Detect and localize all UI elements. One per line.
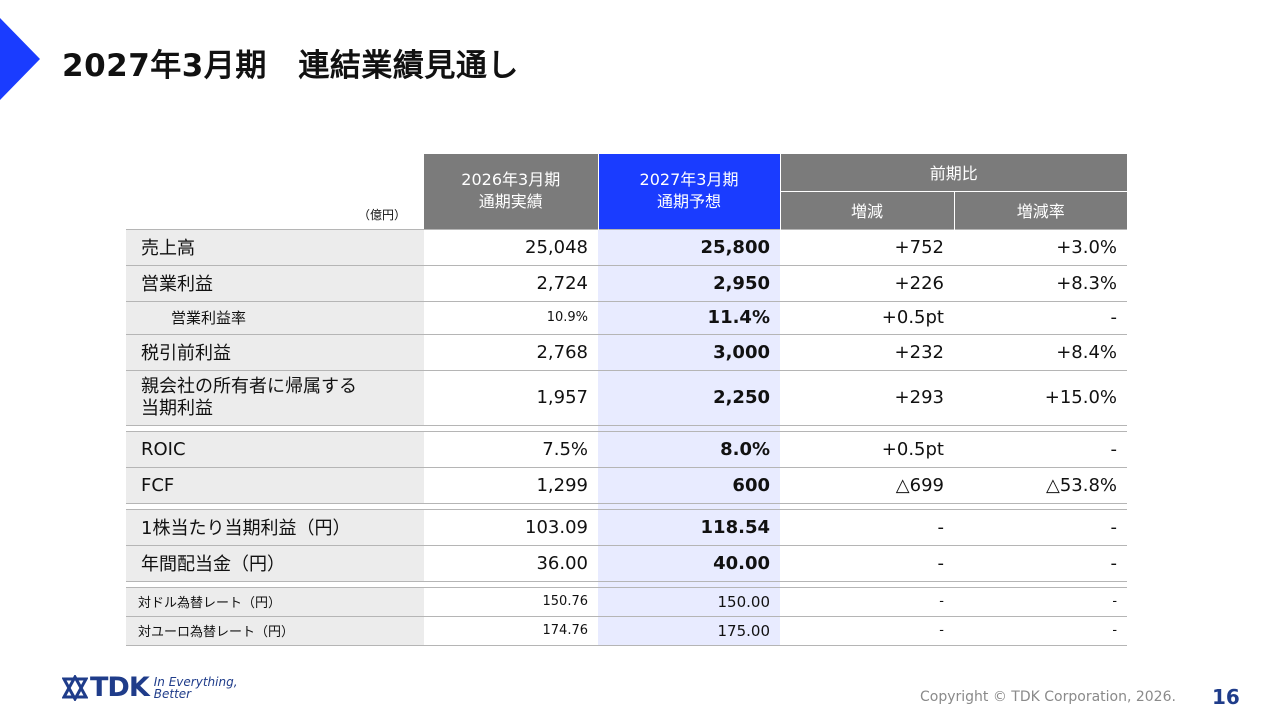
- row-label: FCF: [126, 467, 424, 504]
- row-label: 年間配当金（円）: [126, 545, 424, 582]
- change-rate-value: -: [954, 431, 1128, 468]
- row-label: 親会社の所有者に帰属する 当期利益: [126, 370, 424, 426]
- table-row: 営業利益率 10.9% 11.4% +0.5pt -: [126, 301, 1128, 335]
- logo-tagline-line1: In Everything,: [153, 674, 238, 689]
- forecast-value: 8.0%: [598, 431, 780, 468]
- prev-value: 150.76: [424, 587, 598, 617]
- forecast-value: 3,000: [598, 334, 780, 371]
- forecast-value: 40.00: [598, 545, 780, 582]
- change-value: +0.5pt: [780, 301, 954, 335]
- change-rate-value: △53.8%: [954, 467, 1128, 504]
- header-forecast: 2027年3月期 通期予想: [598, 154, 781, 229]
- forecast-value: 25,800: [598, 228, 780, 266]
- forecast-value: 118.54: [598, 509, 780, 546]
- forecast-value: 175.00: [598, 616, 780, 646]
- prev-value: 1,299: [424, 467, 598, 504]
- change-value: -: [780, 587, 954, 617]
- change-value: △699: [780, 467, 954, 504]
- forecast-value: 2,950: [598, 265, 780, 302]
- change-rate-value: -: [954, 616, 1128, 646]
- table-row: 対ユーロ為替レート（円） 174.76 175.00 - -: [126, 616, 1128, 646]
- row-label: ROIC: [126, 431, 424, 468]
- logo-wordmark: TDK: [90, 672, 150, 703]
- forecast-table: （億円） 2026年3月期 通期実績 2027年3月期 通期予想 前期比 増減 …: [126, 154, 1128, 646]
- table-row: 親会社の所有者に帰属する 当期利益 1,957 2,250 +293 +15.0…: [126, 370, 1128, 426]
- prev-value: 174.76: [424, 616, 598, 646]
- tdk-logo: TDK In Everything, Better: [62, 672, 238, 703]
- prev-value: 2,768: [424, 334, 598, 371]
- forecast-value: 150.00: [598, 587, 780, 617]
- header-prev-year-line2: 通期実績: [478, 192, 543, 212]
- forecast-value: 2,250: [598, 370, 780, 426]
- change-value: +0.5pt: [780, 431, 954, 468]
- header-prev-year: 2026年3月期 通期実績: [424, 154, 599, 229]
- change-value: +226: [780, 265, 954, 302]
- row-label: 対ユーロ為替レート（円）: [126, 616, 424, 646]
- change-value: -: [780, 509, 954, 546]
- table-row: 営業利益 2,724 2,950 +226 +8.3%: [126, 265, 1128, 302]
- row-label: 1株当たり当期利益（円）: [126, 509, 424, 546]
- header-forecast-line2: 通期予想: [656, 192, 721, 212]
- table-row: ROIC 7.5% 8.0% +0.5pt -: [126, 431, 1128, 468]
- header-prev-year-line1: 2026年3月期: [461, 170, 561, 190]
- row-label: 対ドル為替レート（円）: [126, 587, 424, 617]
- section-spacer: [126, 581, 1128, 588]
- header-comparison: 前期比: [780, 154, 1128, 192]
- change-rate-value: +3.0%: [954, 228, 1128, 266]
- table-row: 対ドル為替レート（円） 150.76 150.00 - -: [126, 587, 1128, 617]
- table-row: 売上高 25,048 25,800 +752 +3.0%: [126, 228, 1128, 266]
- header-forecast-line1: 2027年3月期: [639, 170, 739, 190]
- copyright-notice: Copyright © TDK Corporation, 2026.: [920, 689, 1176, 705]
- corner-accent-triangle: [0, 18, 40, 100]
- tdk-emblem-icon: [62, 674, 88, 701]
- change-value: -: [780, 545, 954, 582]
- logo-tagline: In Everything, Better: [154, 676, 238, 700]
- prev-value: 25,048: [424, 228, 598, 266]
- row-label: 営業利益: [126, 265, 424, 302]
- header-change-rate: 増減率: [954, 191, 1128, 229]
- header-change: 増減: [780, 191, 955, 229]
- change-rate-value: +8.4%: [954, 334, 1128, 371]
- section-spacer: [126, 425, 1128, 432]
- change-value: +232: [780, 334, 954, 371]
- row-label-line1: 親会社の所有者に帰属する: [141, 375, 357, 397]
- table-row: 1株当たり当期利益（円） 103.09 118.54 - -: [126, 509, 1128, 546]
- change-rate-value: -: [954, 301, 1128, 335]
- change-value: +293: [780, 370, 954, 426]
- prev-value: 36.00: [424, 545, 598, 582]
- change-rate-value: -: [954, 509, 1128, 546]
- logo-tagline-line2: Better: [153, 686, 192, 701]
- forecast-value: 600: [598, 467, 780, 504]
- row-label: 売上高: [126, 228, 424, 266]
- prev-value: 2,724: [424, 265, 598, 302]
- page-number: 16: [1212, 685, 1240, 709]
- change-rate-value: -: [954, 587, 1128, 617]
- prev-value: 7.5%: [424, 431, 598, 468]
- table-row: 年間配当金（円） 36.00 40.00 - -: [126, 545, 1128, 582]
- change-rate-value: -: [954, 545, 1128, 582]
- section-spacer: [126, 503, 1128, 510]
- change-value: -: [780, 616, 954, 646]
- row-label-line2: 当期利益: [141, 397, 213, 419]
- change-value: +752: [780, 228, 954, 266]
- unit-label: （億円）: [357, 207, 406, 222]
- change-rate-value: +15.0%: [954, 370, 1128, 426]
- row-label: 税引前利益: [126, 334, 424, 371]
- prev-value: 103.09: [424, 509, 598, 546]
- prev-value: 1,957: [424, 370, 598, 426]
- change-rate-value: +8.3%: [954, 265, 1128, 302]
- table-row: FCF 1,299 600 △699 △53.8%: [126, 467, 1128, 504]
- table-row: 税引前利益 2,768 3,000 +232 +8.4%: [126, 334, 1128, 371]
- row-label: 営業利益率: [126, 301, 424, 335]
- page-title: 2027年3月期 連結業績見通し: [62, 48, 519, 84]
- prev-value: 10.9%: [424, 301, 598, 335]
- forecast-value: 11.4%: [598, 301, 780, 335]
